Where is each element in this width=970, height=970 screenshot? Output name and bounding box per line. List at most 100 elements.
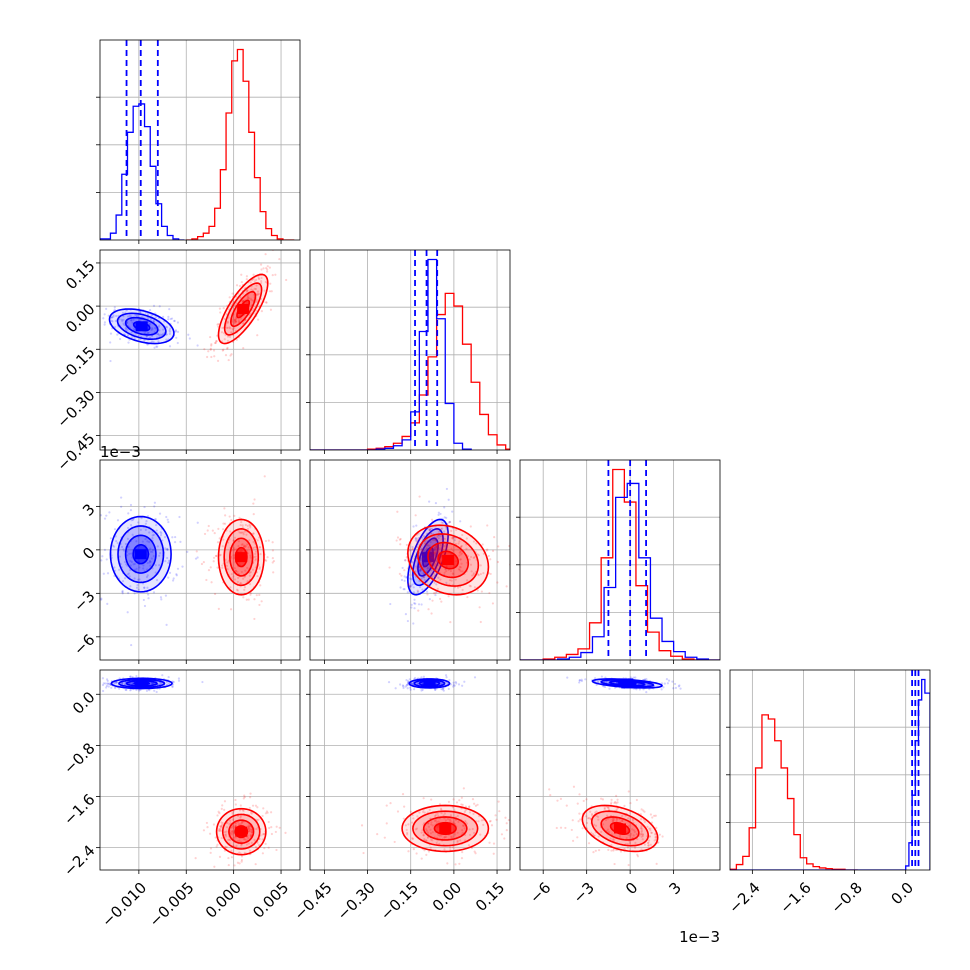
scatter-point xyxy=(416,538,419,541)
scatter-point xyxy=(679,687,682,690)
scatter-point xyxy=(513,563,515,565)
scatter-point xyxy=(245,290,248,293)
scatter-point xyxy=(230,849,233,852)
scatter-point xyxy=(249,811,253,814)
scatter-point xyxy=(494,814,497,817)
scatter-point xyxy=(410,603,413,606)
scatter-point xyxy=(239,582,242,585)
scatter-point xyxy=(216,541,220,544)
scatter-point xyxy=(437,511,440,514)
scatter-point xyxy=(456,839,459,842)
scatter-point xyxy=(437,550,440,553)
scatter-point xyxy=(139,318,142,321)
scatter-point xyxy=(579,818,582,821)
scatter-point xyxy=(188,337,191,340)
scatter-point xyxy=(404,613,407,616)
scatter-point xyxy=(640,818,643,821)
scatter-point xyxy=(601,798,604,801)
scatter-point xyxy=(436,534,440,538)
scatter-point xyxy=(111,544,114,547)
scatter-point xyxy=(270,290,273,293)
scatter-point xyxy=(215,340,218,343)
scatter-point xyxy=(404,685,407,688)
scatter-point xyxy=(418,495,421,498)
scatter-point xyxy=(650,831,653,834)
scatter-point xyxy=(431,824,434,827)
scatter-point xyxy=(258,593,261,597)
x-tick-label: −0.8 xyxy=(827,879,865,917)
scatter-point xyxy=(443,530,446,533)
scatter-point xyxy=(146,540,149,543)
scatter-point xyxy=(471,574,474,577)
scatter-point xyxy=(220,823,224,826)
scatter-point xyxy=(606,814,609,817)
density-peak xyxy=(614,823,626,834)
scatter-point xyxy=(132,563,135,566)
scatter-point xyxy=(469,563,473,566)
scatter-point xyxy=(388,566,391,569)
scatter-point xyxy=(154,564,157,567)
scatter-point xyxy=(422,553,425,556)
contour-line xyxy=(110,677,173,690)
x-tick-label: 3 xyxy=(665,879,684,898)
scatter-point xyxy=(442,814,445,817)
scatter-point xyxy=(237,540,241,543)
scatter-point xyxy=(638,688,641,691)
scatter-point xyxy=(586,817,590,820)
scatter-point xyxy=(243,838,246,841)
scatter-point xyxy=(488,591,491,595)
scatter-point xyxy=(116,519,120,522)
scatter-point xyxy=(430,798,433,801)
scatter-point xyxy=(426,831,429,834)
scatter-point xyxy=(441,534,444,538)
scatter-point xyxy=(103,517,107,520)
scatter-point xyxy=(247,297,251,300)
scatter-point xyxy=(120,318,123,321)
scatter-point xyxy=(113,566,116,569)
scatter-point xyxy=(491,549,495,552)
scatter-point xyxy=(428,500,431,503)
scatter-point xyxy=(257,843,261,847)
scatter-point xyxy=(414,514,417,517)
scatter-point xyxy=(609,802,613,806)
scatter-point xyxy=(407,823,410,826)
scatter-point xyxy=(187,333,190,336)
scatter-point xyxy=(438,834,441,837)
scatter-point xyxy=(127,572,131,575)
density-peak xyxy=(439,823,452,834)
scatter-point xyxy=(435,566,438,570)
scatter-point xyxy=(150,314,153,317)
scatter-point xyxy=(232,810,235,813)
scatter-point xyxy=(139,310,142,313)
scatter-point xyxy=(95,538,97,540)
scatter-point xyxy=(219,311,222,314)
scatter-point xyxy=(597,835,600,838)
scatter-point xyxy=(110,316,114,319)
density-peak xyxy=(235,552,248,563)
scatter-point xyxy=(468,558,471,561)
scatter-point xyxy=(398,538,401,541)
scatter-point xyxy=(473,556,476,559)
scatter-point xyxy=(403,805,406,808)
contour-line xyxy=(422,816,468,841)
scatter-point xyxy=(115,681,118,684)
scatter-point xyxy=(414,537,418,541)
contour-line xyxy=(413,679,446,688)
scatter-point xyxy=(405,543,408,547)
scatter-point xyxy=(657,841,660,844)
scatter-point xyxy=(640,835,643,838)
scatter-point xyxy=(127,315,130,318)
scatter-point xyxy=(240,521,243,524)
scatter-point xyxy=(260,280,263,283)
scatter-point xyxy=(437,814,440,818)
scatter-point xyxy=(241,821,244,825)
scatter-point xyxy=(426,593,429,596)
scatter-point xyxy=(468,828,471,831)
scatter-point xyxy=(173,319,176,323)
scatter-point xyxy=(559,797,563,801)
scatter-point xyxy=(426,543,429,546)
y-tick-label: −0.15 xyxy=(53,343,98,388)
scatter-point xyxy=(362,851,365,855)
scatter-point xyxy=(244,544,247,548)
scatter-point xyxy=(272,872,274,874)
